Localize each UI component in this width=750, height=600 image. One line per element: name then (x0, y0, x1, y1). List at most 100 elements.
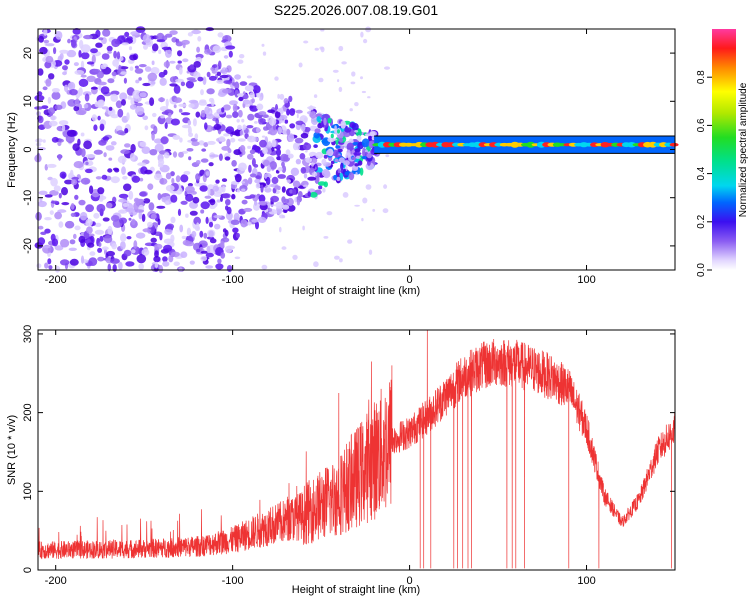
spectrogram-cell (215, 118, 219, 125)
spectrogram-cell (345, 152, 351, 158)
spectrogram-cell (107, 50, 112, 54)
spectrogram-cell (111, 38, 121, 48)
spectrogram-cell (338, 45, 344, 52)
spectrogram-cell (180, 112, 191, 116)
spectrogram-cell (302, 225, 305, 231)
spectrogram-cell (204, 49, 212, 55)
spectrogram-cell (187, 120, 192, 126)
spectrogram-cell (35, 211, 42, 221)
spectrogram-cell (371, 136, 375, 141)
spectrogram-cell (285, 149, 291, 156)
spectrogram-cell (239, 130, 244, 136)
spectrogram-cell (355, 172, 358, 176)
spectrogram-cell (221, 178, 228, 183)
spectrogram-cell (254, 200, 258, 206)
spectrogram-cell (55, 31, 63, 40)
spectrogram-cell (177, 208, 182, 216)
spectrogram-cell (360, 76, 363, 80)
spectrogram-cell (252, 144, 258, 150)
spectrogram-cell (93, 124, 98, 131)
spectrogram-cell (270, 195, 279, 203)
spectrogram-cell (334, 255, 340, 260)
spectrogram-cell (112, 264, 117, 272)
spectrogram-cell (80, 74, 87, 78)
spectrogram-cell (289, 123, 296, 129)
colorbar-gradient (712, 29, 736, 270)
spectrogram-cell (180, 174, 189, 183)
spectrogram-cell (205, 113, 215, 120)
spectrogram-cell (279, 93, 285, 100)
spectrogram-cell (286, 128, 291, 136)
spectrogram-cell (254, 121, 258, 124)
spectrogram-cell (315, 151, 324, 159)
spectrogram-cell (196, 248, 201, 253)
spectrogram-cell (137, 162, 147, 167)
spectrogram-cell (143, 44, 148, 50)
spectrogram-cell (159, 77, 167, 86)
spectrogram-cell (303, 40, 309, 44)
spectrogram-cell (265, 176, 271, 186)
spectrogram-cell (180, 251, 188, 258)
spectrogram-cell (192, 118, 197, 127)
spectrogram-cell (48, 107, 56, 115)
spectrogram-cell (221, 67, 228, 75)
spectrogram-cell (237, 138, 246, 142)
spectrogram-cell (248, 164, 252, 173)
spectrogram-cell (130, 143, 136, 153)
spectrogram-cell (321, 158, 327, 165)
spectrogram-cell (233, 212, 240, 222)
spectrogram-cell (324, 127, 328, 132)
spectrogram-cell (197, 36, 202, 42)
spectrogram-cell (127, 95, 132, 100)
spectrogram-cell (383, 184, 388, 189)
spectrogram-cell (99, 197, 104, 202)
spectrogram-cell (258, 111, 267, 116)
spectrogram-cell (112, 59, 119, 67)
spectrogram-cell (318, 77, 324, 83)
spectrogram-cell (368, 140, 375, 149)
spectrogram-cell (339, 157, 345, 164)
spectrogram-cell (270, 204, 276, 207)
spectrogram-cell (185, 213, 189, 218)
spectrogram-cell (331, 138, 338, 141)
spectrogram-cell (79, 211, 88, 221)
spectrogram-cell (366, 153, 372, 159)
spectrogram-cell (64, 179, 73, 185)
x-tick-label: -200 (45, 274, 67, 286)
spectrogram-cell (179, 224, 184, 233)
spectrogram-cell (269, 161, 278, 170)
spectrogram-cell (303, 184, 308, 188)
spectrogram-cell (139, 92, 147, 98)
spectrogram-cell (102, 217, 110, 222)
spectrogram-cell (193, 71, 201, 79)
spectrogram-cell (42, 86, 48, 91)
spectrogram-cell (299, 153, 306, 160)
spectrogram-cell (183, 170, 191, 175)
spectrogram-cell (354, 102, 359, 107)
spectrogram-cell (288, 95, 293, 103)
spectrogram-cell (355, 155, 361, 159)
spectrogram-cell (142, 228, 152, 233)
spectrogram-cell (164, 49, 172, 58)
spectrogram-cell (229, 100, 238, 106)
spectrogram-cell (64, 59, 70, 65)
spectrogram-cell (48, 120, 58, 127)
spectrogram-cell (351, 123, 359, 131)
spectrogram-cell (80, 132, 85, 137)
spectrogram-cell (74, 225, 81, 231)
spectrogram-cell (239, 81, 248, 86)
spectrogram-cell (286, 179, 291, 184)
spectrogram-cell (225, 205, 229, 211)
spectrogram-cell (40, 231, 47, 235)
spectrogram-cell (131, 175, 141, 183)
spectrogram-cell (131, 249, 136, 254)
colorbar-tick-label: 0.0 (696, 263, 707, 277)
spectrogram-cell (305, 157, 312, 163)
spectrogram-xlabel: Height of straight line (km) (292, 285, 420, 297)
spectrogram-cell (89, 185, 94, 194)
spectrogram-cell (209, 238, 217, 244)
spectrogram-cell (98, 99, 105, 107)
spectrogram-cell (110, 93, 118, 102)
spectrogram-cell (110, 258, 120, 264)
figure-title: S225.2026.007.08.19.G01 (274, 2, 438, 18)
